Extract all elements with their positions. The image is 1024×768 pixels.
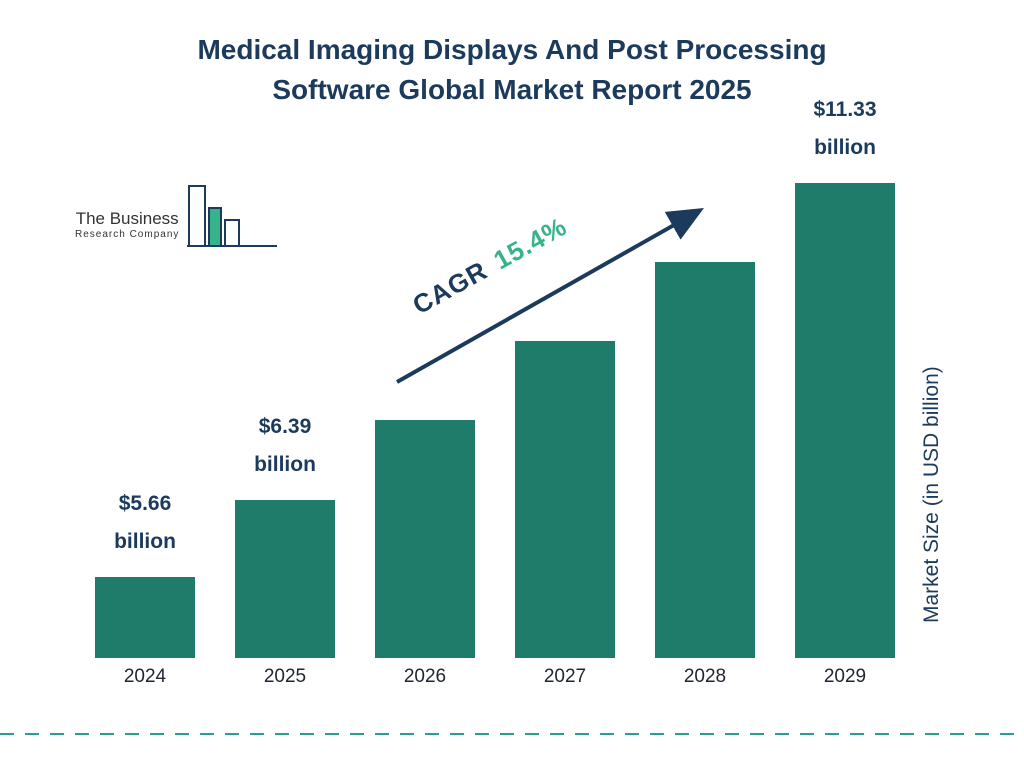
logo-name: The Business (75, 209, 179, 228)
bar-value-label: $5.66 billion (114, 492, 176, 553)
bar-2024 (95, 577, 195, 658)
bar-column-2027 (515, 100, 615, 658)
bar-2029 (795, 183, 895, 658)
bar-column-2026 (375, 100, 475, 658)
bar-value-label: $11.33 billion (813, 98, 877, 159)
logo-subname: Research Company (75, 229, 180, 240)
x-axis-labels: 2024 2025 2026 2027 2028 2029 (95, 666, 895, 688)
x-axis-tick-2024: 2024 (123, 666, 167, 687)
company-logo: The Business Research Company (75, 180, 285, 250)
bar-2027 (515, 341, 615, 658)
x-axis-tick-2027: 2027 (543, 666, 587, 687)
page-title: Medical Imaging Displays And Post Proces… (0, 30, 1024, 110)
y-axis-label: Market Size (in USD billion) (920, 366, 943, 624)
title-line-2: Software Global Market Report 2025 (272, 74, 752, 105)
x-axis-tick-2025: 2025 (263, 666, 307, 687)
logo-chart-icon (187, 185, 278, 247)
x-axis-tick-2026: 2026 (403, 666, 447, 687)
title-line-1: Medical Imaging Displays And Post Proces… (197, 34, 827, 65)
cagr-trend-arrow (396, 208, 704, 384)
bar-column-2024: $5.66 billion (95, 100, 195, 658)
x-axis-tick-2029: 2029 (823, 666, 867, 687)
bar-2028 (655, 262, 755, 658)
bar-chart-area: $5.66 billion $6.39 billion $11.33 billion (95, 98, 895, 658)
bar-value-label: $6.39 billion (254, 415, 316, 476)
bar-2025 (235, 500, 335, 658)
bar-column-2025: $6.39 billion (235, 100, 335, 658)
logo-text: The Business Research Company (75, 209, 179, 250)
bottom-dashed-divider (0, 733, 1024, 735)
bar-2026 (375, 420, 475, 658)
bar-column-2029: $11.33 billion (795, 98, 895, 658)
x-axis-tick-2028: 2028 (683, 666, 727, 687)
bar-column-2028 (655, 100, 755, 658)
